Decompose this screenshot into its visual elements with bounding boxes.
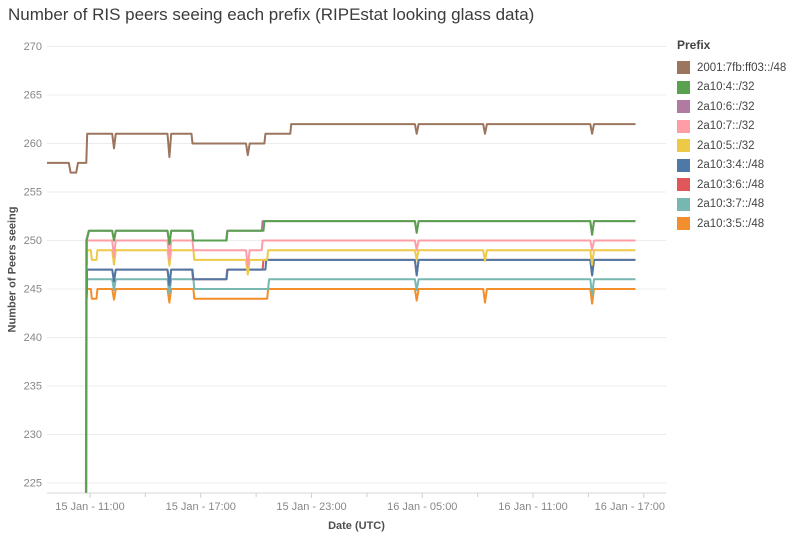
y-gridlines	[47, 46, 666, 484]
legend-item-label: 2a10:3:5::/48	[697, 217, 765, 230]
legend-item-label: 2a10:7::/32	[697, 120, 755, 133]
legend-swatch-icon	[677, 80, 690, 94]
y-tick-label: 265	[24, 90, 42, 102]
legend-item[interactable]: 2a10:3:7::/48	[677, 195, 797, 215]
x-tick-label: 16 Jan - 11:00	[498, 501, 568, 513]
legend-item[interactable]: 2a10:3:5::/48	[677, 214, 797, 234]
legend-swatch-icon	[677, 119, 690, 133]
legend-item[interactable]: 2a10:3:6::/48	[677, 175, 797, 195]
x-tick-label: 15 Jan - 17:00	[166, 501, 236, 513]
series-lines	[47, 123, 636, 493]
legend-swatch-icon	[677, 217, 690, 231]
x-tick-label: 16 Jan - 17:00	[595, 501, 665, 513]
y-tick-label: 270	[24, 41, 42, 53]
legend-item[interactable]: 2a10:7::/32	[677, 117, 797, 137]
legend-swatch-icon	[677, 158, 690, 172]
x-tick-label: 15 Jan - 23:00	[276, 501, 346, 513]
x-tick-label: 15 Jan - 11:00	[55, 501, 125, 513]
chart-title: Number of RIS peers seeing each prefix (…	[8, 5, 535, 24]
y-axis-title: Number of Peers seeing	[6, 206, 19, 333]
legend-item[interactable]: 2a10:3:4::/48	[677, 156, 797, 176]
y-tick-label: 260	[24, 138, 42, 150]
series-line-2a10:3:4::/48[interactable]	[85, 258, 636, 299]
legend-item[interactable]: 2001:7fb:ff03::/48	[677, 58, 797, 78]
legend-title: Prefix	[677, 38, 711, 52]
tick-labels: 225 230 235 240 245 250 255 260 265 270 15 Jan - 1…	[24, 41, 665, 513]
legend-item-label: 2a10:5::/32	[697, 139, 755, 152]
legend-item[interactable]: 2a10:5::/32	[677, 136, 797, 156]
x-tick-label: 16 Jan - 05:00	[387, 501, 457, 513]
legend-swatch-icon	[677, 139, 690, 153]
legend-item[interactable]: 2a10:6::/32	[677, 97, 797, 117]
legend-item[interactable]: 2a10:4::/32	[677, 78, 797, 98]
legend-item-label: 2a10:4::/32	[697, 81, 755, 94]
legend-swatch-icon	[677, 197, 690, 211]
y-tick-label: 240	[24, 332, 42, 344]
x-axis-title: Date (UTC)	[328, 520, 385, 532]
series-line-2a10:5::/32[interactable]	[85, 249, 636, 276]
legend-item-label: 2001:7fb:ff03::/48	[697, 61, 787, 74]
x-axis	[47, 492, 666, 498]
series-line-2a10:4::/32[interactable]	[85, 220, 636, 493]
y-tick-label: 230	[24, 429, 42, 441]
y-tick-label: 255	[24, 187, 42, 199]
series-line-2a10:7::/32[interactable]	[85, 239, 636, 268]
series-line-2a10:3:5::/48[interactable]	[85, 288, 636, 305]
series-line-2001:7fb:ff03::/48[interactable]	[47, 123, 636, 174]
legend-swatch-icon	[677, 61, 690, 75]
legend-swatch-icon	[677, 178, 690, 192]
legend-item-label: 2a10:3:7::/48	[697, 198, 765, 211]
y-tick-label: 235	[24, 381, 42, 393]
series-line-2a10:3:7::/48[interactable]	[85, 278, 636, 296]
legend-swatch-icon	[677, 100, 690, 114]
legend-item-label: 2a10:3:6::/48	[697, 178, 765, 191]
y-tick-label: 245	[24, 284, 42, 296]
legend-item-label: 2a10:3:4::/48	[697, 159, 765, 172]
legend-item-label: 2a10:6::/32	[697, 100, 755, 113]
y-tick-label: 250	[24, 235, 42, 247]
y-tick-label: 225	[24, 478, 42, 490]
